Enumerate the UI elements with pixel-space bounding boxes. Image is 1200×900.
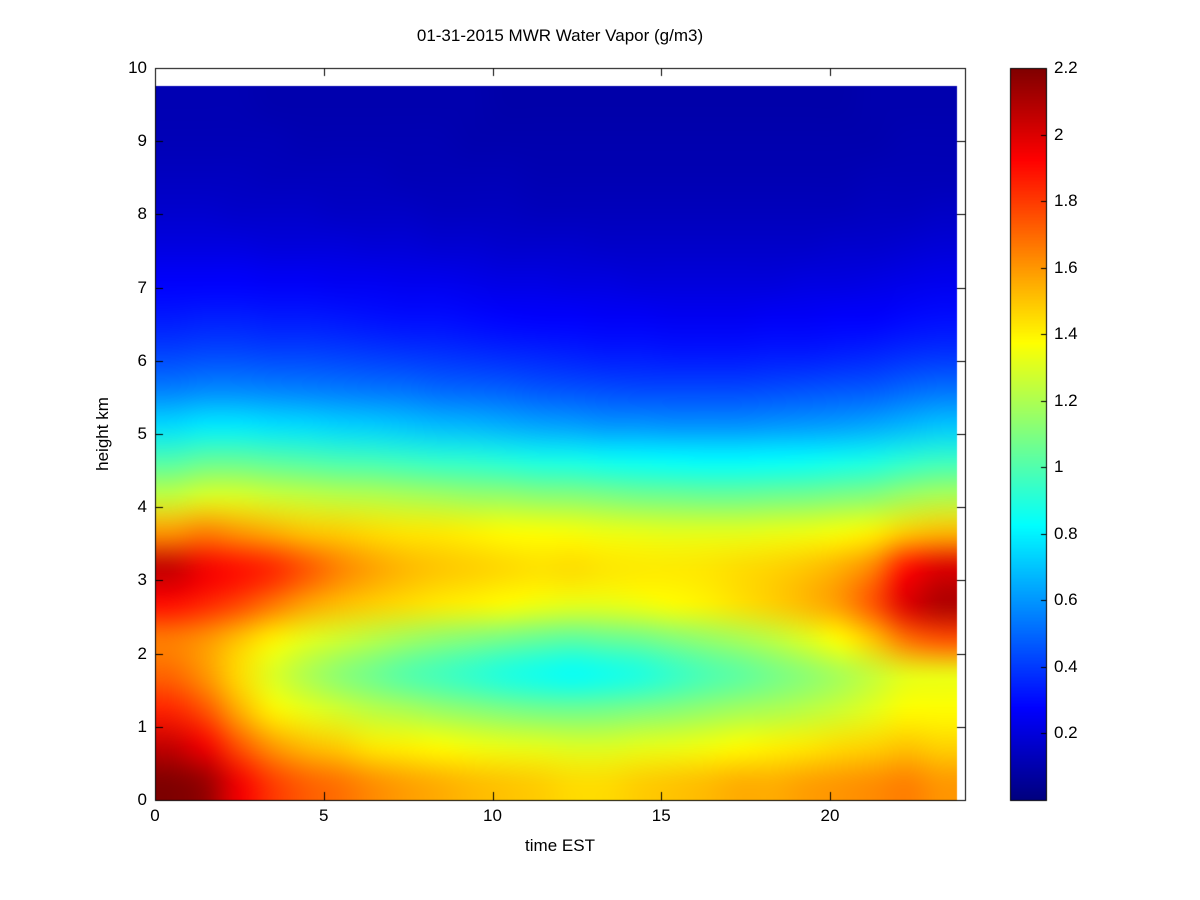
- y-tick-label: 7: [137, 277, 147, 297]
- colorbar-tick-label: 0.6: [1054, 590, 1078, 610]
- colorbar-tick-label: 0.8: [1054, 523, 1078, 543]
- chart-title: 01-31-2015 MWR Water Vapor (g/m3): [416, 26, 704, 45]
- x-tick-label: 20: [820, 806, 840, 825]
- x-tick-label: 0: [150, 806, 160, 825]
- x-tick-label: 15: [651, 806, 671, 825]
- colorbar-tick-label: 1.8: [1054, 191, 1078, 211]
- colorbar-tick-label: 0.2: [1054, 723, 1078, 743]
- y-tick-label: 9: [137, 131, 147, 151]
- x-tick-label: 5: [319, 806, 329, 825]
- x-axis-label: time EST: [525, 836, 595, 855]
- colorbar-tick-label: 1: [1054, 457, 1064, 477]
- x-tick-label: 10: [483, 806, 502, 825]
- colorbar-tick-label: 2.2: [1054, 58, 1078, 77]
- y-tick-label: 4: [137, 497, 147, 517]
- colorbar-tick-label: 1.6: [1054, 257, 1078, 277]
- colorbar-tick-label: 1.4: [1054, 324, 1078, 344]
- colorbar-tick-label: 1.2: [1054, 390, 1078, 410]
- y-tick-label: 8: [137, 204, 147, 224]
- colorbar-tick-label: 2: [1054, 124, 1064, 144]
- colorbar-tick-label: 0.4: [1054, 656, 1078, 676]
- y-tick-label: 10: [128, 58, 147, 77]
- y-tick-label: 2: [137, 643, 147, 663]
- y-tick-label: 3: [137, 570, 147, 590]
- y-tick-label: 1: [137, 716, 147, 736]
- y-tick-label: 5: [137, 424, 147, 443]
- y-tick-label: 6: [137, 350, 147, 370]
- y-tick-label: 0: [137, 790, 147, 809]
